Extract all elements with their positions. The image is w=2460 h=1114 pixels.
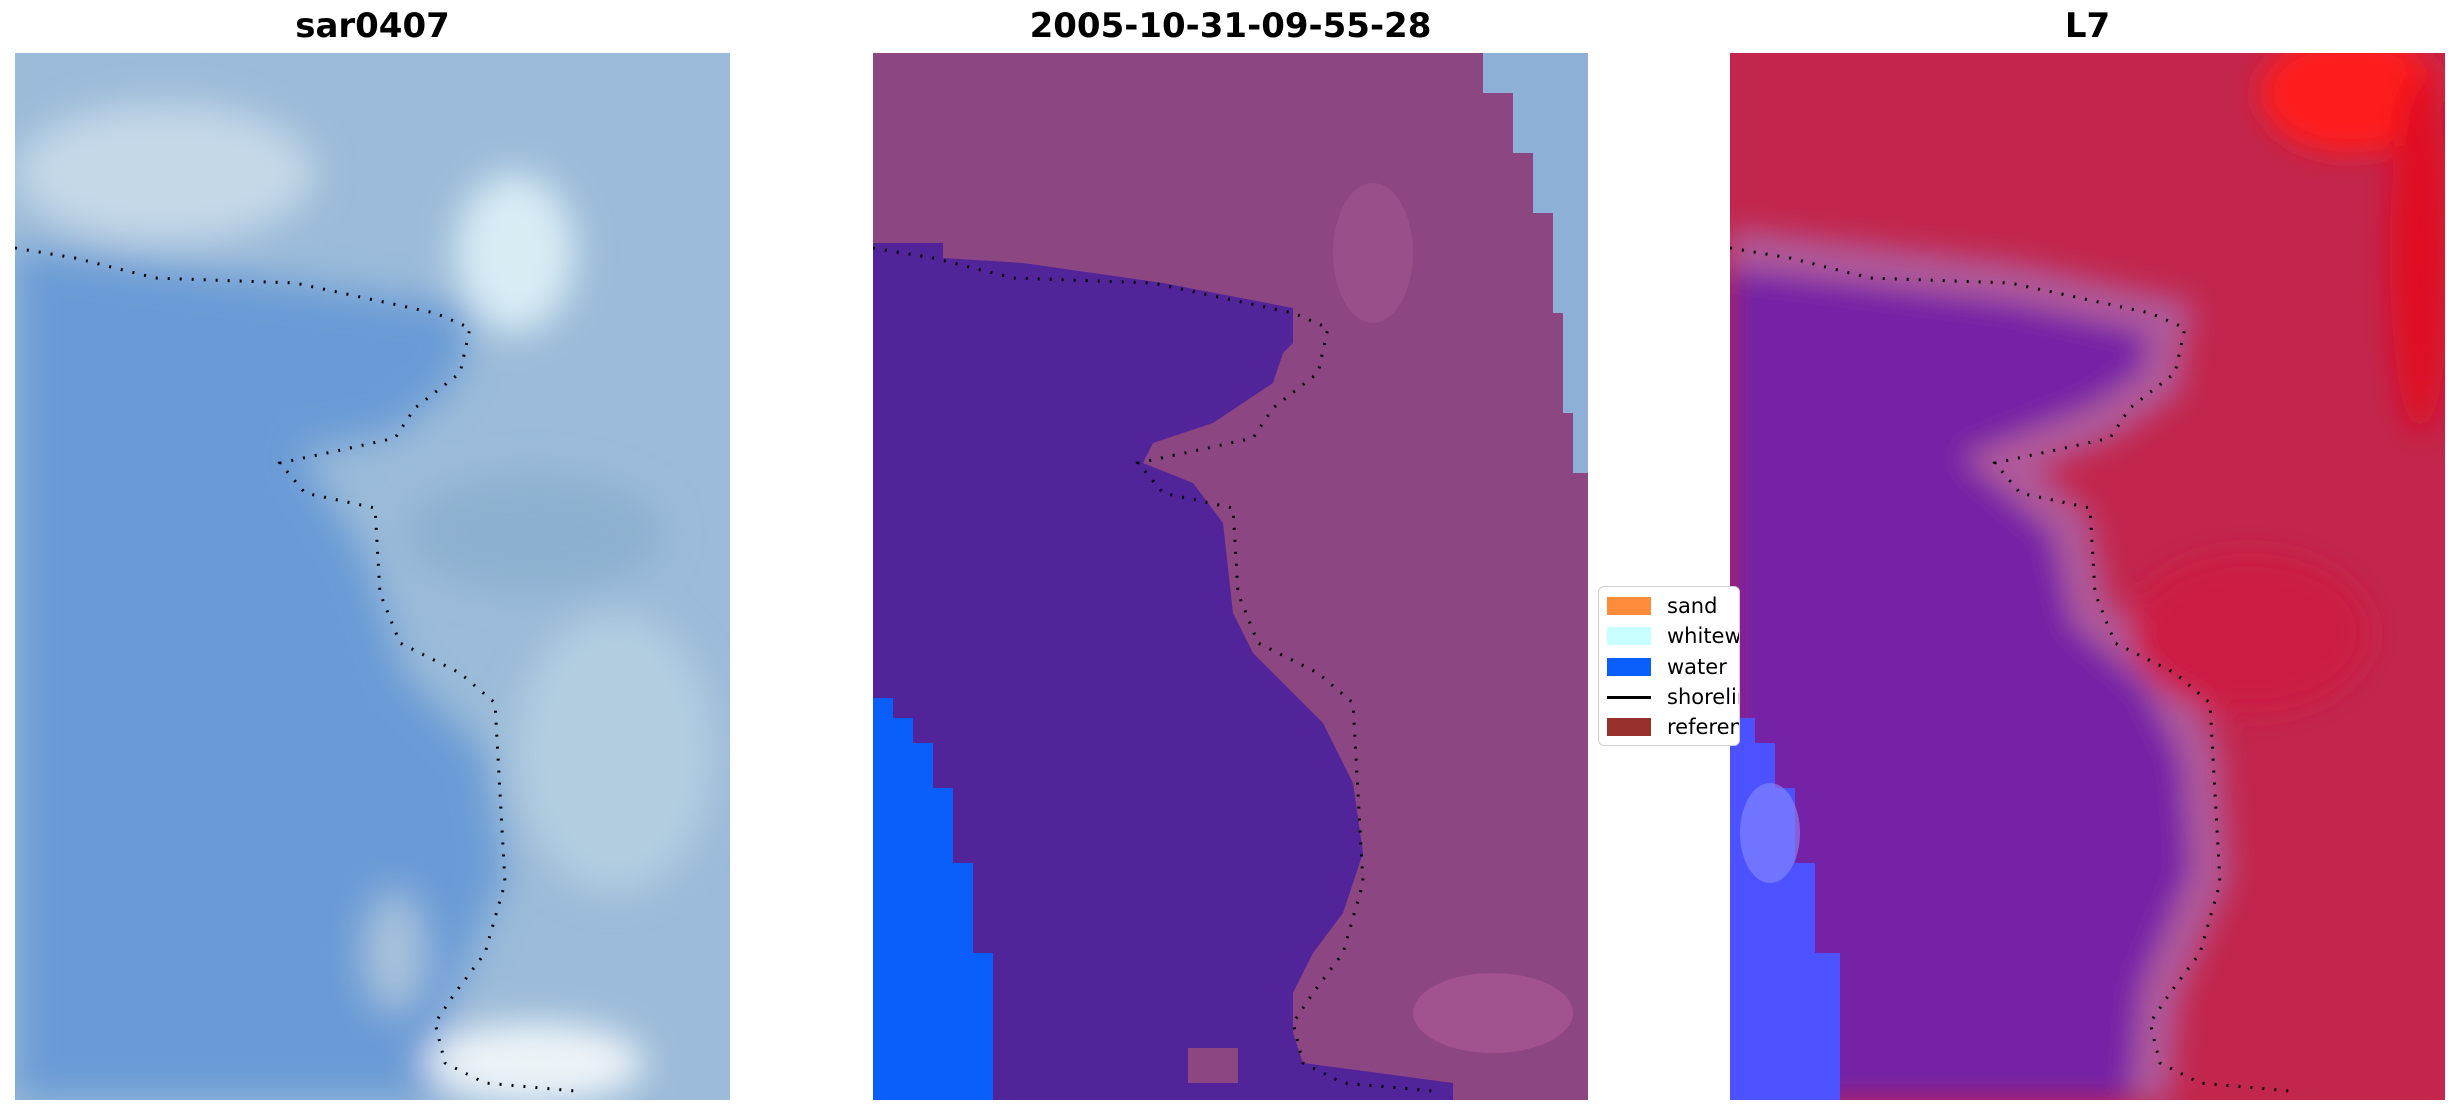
legend-item-shoreline: shoreline	[1607, 684, 1739, 710]
legend-swatch	[1607, 658, 1651, 676]
classified-image	[873, 53, 1588, 1100]
legend-item-reference-shoreline: reference shoreline	[1607, 714, 1739, 740]
classified-image-panel	[873, 53, 1588, 1100]
legend-swatch	[1607, 627, 1651, 645]
legend-item-sand: sand	[1607, 593, 1717, 619]
legend-item-whitewater: whitewater	[1607, 623, 1739, 649]
legend: sand whitewater water shoreline referenc…	[1598, 586, 1740, 746]
legend-swatch	[1607, 597, 1651, 615]
legend-line	[1607, 695, 1651, 699]
legend-swatch	[1607, 718, 1651, 736]
l7-image-panel	[1730, 53, 2445, 1100]
panel-title-sar: sar0407	[295, 6, 450, 46]
l7-image	[1730, 53, 2445, 1100]
sar-image-panel	[15, 53, 730, 1100]
sar-image	[15, 53, 730, 1100]
legend-item-water: water	[1607, 654, 1727, 680]
panel-title-l7: L7	[2064, 6, 2111, 46]
panel-title-classified: 2005-10-31-09-55-28	[1029, 6, 1432, 46]
